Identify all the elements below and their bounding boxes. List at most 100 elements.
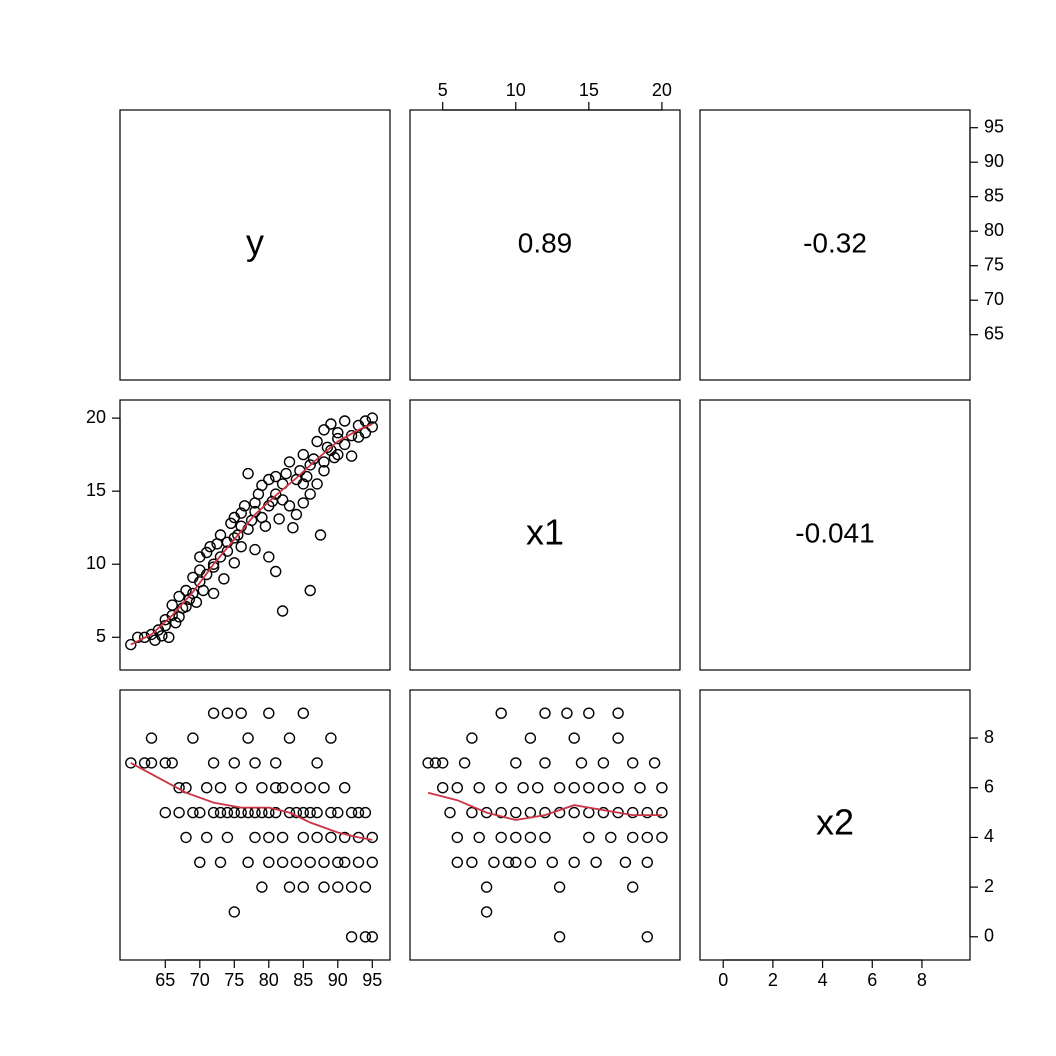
scatter-point	[525, 832, 535, 842]
tick-label-right-y: 95	[984, 116, 1004, 136]
scatter-point	[650, 758, 660, 768]
scatter-point	[620, 857, 630, 867]
scatter-point	[525, 857, 535, 867]
tick-label-right-y: 80	[984, 220, 1004, 240]
scatter-point	[298, 708, 308, 718]
tick-label-top-x1: 15	[579, 80, 599, 100]
scatter-point	[264, 832, 274, 842]
scatter-point	[274, 514, 284, 524]
scatter-point	[312, 808, 322, 818]
scatter-point	[511, 758, 521, 768]
scatter-point	[209, 708, 219, 718]
scatter-point	[209, 758, 219, 768]
scatter-point	[598, 758, 608, 768]
scatter-point	[243, 469, 253, 479]
scatter-point	[540, 832, 550, 842]
diag-label-x2: x2	[816, 802, 854, 843]
scatter-point	[278, 606, 288, 616]
scatter-point	[511, 832, 521, 842]
scatter-point	[628, 758, 638, 768]
scatter-point	[216, 857, 226, 867]
scatter-point	[482, 907, 492, 917]
scatter-point	[333, 428, 343, 438]
scatter-point	[367, 857, 377, 867]
scatter-point	[340, 783, 350, 793]
scatter-point	[555, 783, 565, 793]
tick-label-right-x2: 2	[984, 876, 994, 896]
tick-label-left-x1: 20	[86, 407, 106, 427]
tick-label-bottom-y: 80	[259, 970, 279, 990]
scatter-point	[285, 733, 295, 743]
scatter-point	[305, 586, 315, 596]
scatter-point	[613, 708, 623, 718]
scatter-y-x2	[126, 708, 377, 942]
scatter-point	[229, 907, 239, 917]
tick-label-bottom-y: 70	[190, 970, 210, 990]
scatter-point	[467, 733, 477, 743]
scatter-point	[271, 758, 281, 768]
scatter-point	[511, 857, 521, 867]
scatter-point	[236, 783, 246, 793]
scatter-point	[160, 808, 170, 818]
diag-label-y: y	[246, 222, 264, 263]
scatter-point	[285, 501, 295, 511]
scatter-point	[305, 857, 315, 867]
tick-label-bottom-x2: 4	[818, 970, 828, 990]
scatter-point	[577, 758, 587, 768]
scatter-point	[264, 552, 274, 562]
tick-label-top-x1: 10	[506, 80, 526, 100]
scatter-point	[236, 542, 246, 552]
scatter-point	[281, 469, 291, 479]
scatter-point	[569, 857, 579, 867]
scatter-point	[613, 783, 623, 793]
scatter-point	[360, 808, 370, 818]
scatter-point	[569, 808, 579, 818]
scatter-point	[635, 783, 645, 793]
tick-label-left-x1: 5	[96, 626, 106, 646]
scatter-point	[202, 783, 212, 793]
corr-x1_x2: -0.041	[795, 517, 874, 548]
scatter-point	[319, 783, 329, 793]
scatter-point	[250, 758, 260, 768]
scatter-point	[642, 808, 652, 818]
scatter-point	[250, 832, 260, 842]
scatter-point	[174, 591, 184, 601]
scatter-point	[164, 632, 174, 642]
scatter-point	[584, 783, 594, 793]
scatter-point	[540, 708, 550, 718]
scatter-point	[467, 808, 477, 818]
tick-label-bottom-y: 65	[155, 970, 175, 990]
scatter-point	[285, 882, 295, 892]
scatter-point	[195, 808, 205, 818]
scatter-point	[243, 857, 253, 867]
scatter-point	[540, 758, 550, 768]
scatter-point	[216, 783, 226, 793]
scatter-point	[222, 832, 232, 842]
scatter-point	[312, 437, 322, 447]
scatter-point	[312, 479, 322, 489]
scatter-point	[340, 857, 350, 867]
scatter-point	[496, 783, 506, 793]
tick-label-bottom-x2: 8	[917, 970, 927, 990]
tick-label-left-x1: 15	[86, 480, 106, 500]
scatter-point	[489, 857, 499, 867]
scatter-point	[278, 495, 288, 505]
scatter-point	[511, 808, 521, 818]
scatter-point	[438, 758, 448, 768]
tick-label-top-x1: 5	[438, 80, 448, 100]
tick-label-left-x1: 10	[86, 553, 106, 573]
tick-label-bottom-y: 75	[224, 970, 244, 990]
scatter-point	[496, 832, 506, 842]
scatter-point	[326, 832, 336, 842]
scatter-point	[533, 783, 543, 793]
scatter-point	[326, 419, 336, 429]
scatter-point	[147, 758, 157, 768]
scatter-point	[167, 600, 177, 610]
scatter-point	[285, 457, 295, 467]
scatter-point	[278, 783, 288, 793]
loess-line-y-x2	[131, 763, 372, 840]
scatter-point	[474, 783, 484, 793]
scatter-point	[257, 480, 267, 490]
scatter-point	[257, 882, 267, 892]
scatter-point	[628, 882, 638, 892]
